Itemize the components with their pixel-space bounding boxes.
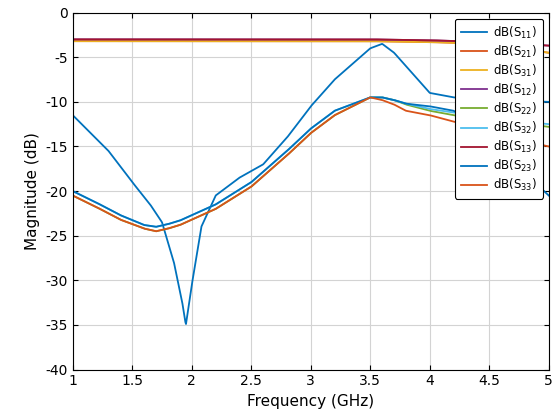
Y-axis label: Magnitude (dB): Magnitude (dB) xyxy=(25,132,40,250)
Legend: dB(S$_{11}$), dB(S$_{21}$), dB(S$_{31}$), dB(S$_{12}$), dB(S$_{22}$), dB(S$_{32}: dB(S$_{11}$), dB(S$_{21}$), dB(S$_{31}$)… xyxy=(455,18,543,199)
X-axis label: Frequency (GHz): Frequency (GHz) xyxy=(247,394,375,409)
